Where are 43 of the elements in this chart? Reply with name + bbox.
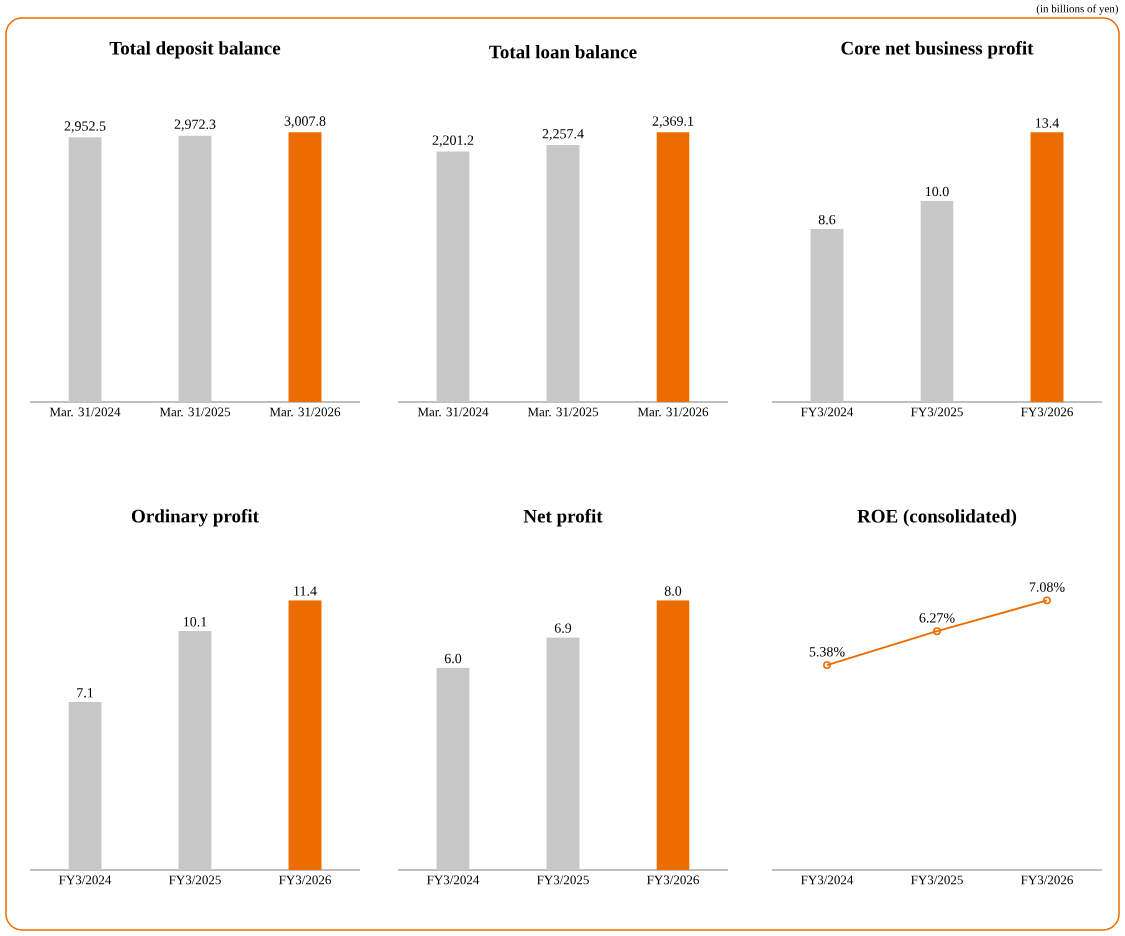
- x-tick-label: Mar. 31/2026: [269, 407, 341, 417]
- x-tick-label: FY3/2024: [801, 407, 854, 417]
- data-label: 5.38%: [809, 647, 845, 657]
- x-tick-label: FY3/2025: [537, 875, 589, 885]
- data-label: 8.0: [664, 586, 682, 596]
- chart-title: Net profit: [523, 509, 603, 527]
- x-tick-label: FY3/2026: [1021, 875, 1073, 885]
- data-label: 2,257.4: [542, 129, 584, 141]
- x-tick-label: FY3/2025: [169, 875, 221, 885]
- x-tick-label: FY3/2024: [427, 875, 480, 885]
- chart-title: Ordinary profit: [131, 508, 259, 527]
- x-tick-label: Mar. 31/2026: [637, 407, 709, 417]
- data-label: 7.08%: [1029, 582, 1065, 592]
- x-tick-label: FY3/2025: [911, 875, 963, 885]
- x-tick-label: Mar. 31/2024: [49, 407, 121, 417]
- data-label: 7.1: [77, 688, 93, 698]
- data-label: 2,952.5: [64, 121, 106, 133]
- data-label: 13.4: [1035, 118, 1060, 128]
- data-label: 8.6: [818, 214, 836, 225]
- x-tick-label: FY3/2026: [647, 875, 699, 885]
- chart-title: Total deposit balance: [109, 41, 281, 59]
- chart-title: Total loan balance: [489, 45, 637, 59]
- data-label: 3,007.8: [284, 116, 326, 128]
- x-tick-label: Mar. 31/2024: [417, 407, 489, 417]
- x-tick-label: FY3/2025: [911, 407, 963, 417]
- data-label: 10.0: [925, 186, 949, 197]
- x-tick-label: FY3/2024: [801, 875, 854, 885]
- x-tick-label: FY3/2026: [1021, 407, 1073, 417]
- data-label: 2,369.1: [652, 116, 694, 128]
- data-label: 10.1: [183, 617, 207, 627]
- x-tick-label: Mar. 31/2025: [159, 407, 231, 417]
- x-tick-label: FY3/2026: [279, 875, 331, 885]
- text: (in billions of yen): [1036, 4, 1118, 15]
- data-label: 6.27%: [919, 613, 955, 623]
- x-tick-label: FY3/2024: [59, 875, 112, 885]
- data-label: 6.9: [554, 623, 572, 633]
- data-label: 11.4: [294, 586, 317, 596]
- data-label: 2,201.2: [432, 135, 474, 147]
- chart-title: Core net business profit: [841, 41, 1034, 59]
- data-label: 6.0: [444, 653, 462, 664]
- data-label: 2,972.3: [174, 119, 216, 131]
- x-tick-label: Mar. 31/2025: [527, 407, 599, 417]
- chart-title: ROE (consolidated): [857, 509, 1017, 527]
